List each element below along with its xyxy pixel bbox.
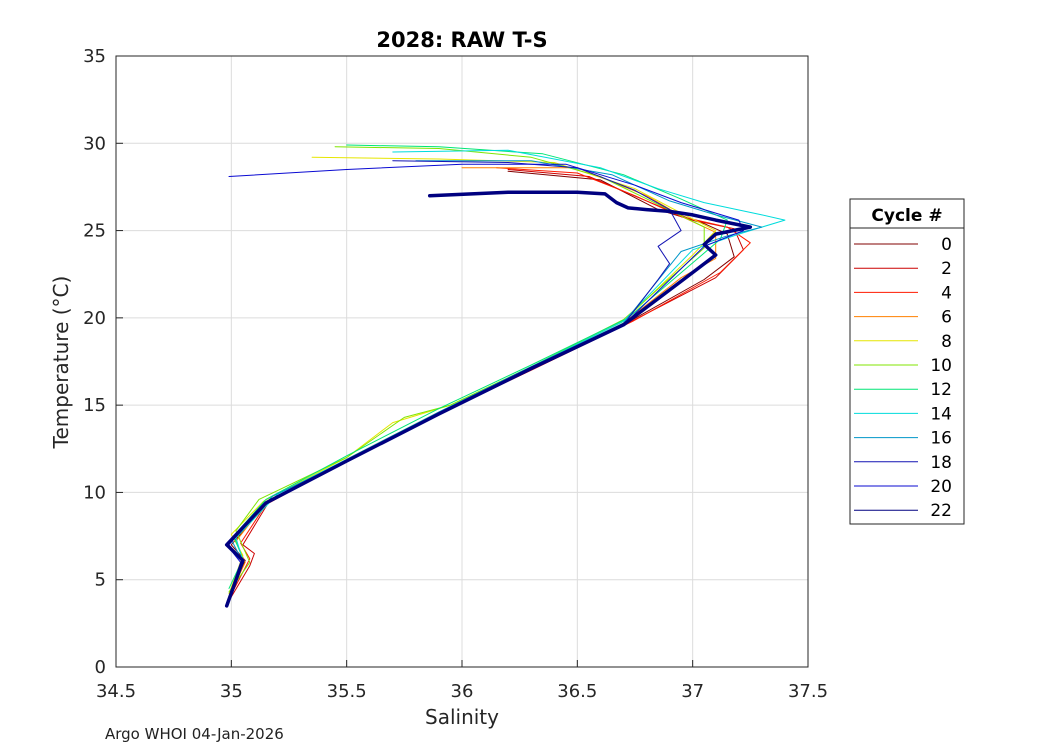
x-axis-label: Salinity [425,705,499,729]
y-axis-label: Temperature (°C) [49,276,73,450]
legend: Cycle # 0 2 4 6 8 10 12 14 16 18 20 22 [849,198,965,525]
legend-label: 8 [941,332,952,352]
series-line-cycle-4 [228,167,751,600]
legend-label: 20 [930,477,952,497]
footer-credit: Argo WHOI 04-Jan-2026 [105,725,284,743]
series-line-cycle-14 [228,149,786,598]
legend-items: 0 2 4 6 8 10 12 14 16 18 20 22 [854,235,952,521]
axis-ticks: 34.5 35 35.5 36 36.5 37 37.5 0 5 10 15 20 25 30 35 [83,46,828,702]
legend-label: 12 [930,380,952,400]
legend-label: 4 [941,283,952,303]
x-tick-label: 37 [681,681,704,702]
y-tick-label: 0 [95,657,106,678]
legend-box [849,198,965,525]
legend-label: 10 [930,356,952,376]
legend-label: 6 [941,308,952,328]
legend-label: 18 [930,453,952,473]
legend-label: 2 [941,259,952,279]
legend-title: Cycle # [871,206,942,226]
series-line-cycle-22 [224,190,753,608]
x-tick-label: 34.5 [96,681,136,702]
legend-label: 14 [930,404,952,424]
series-layer [224,144,786,608]
y-tick-label: 15 [83,395,106,416]
x-tick-label: 36 [451,681,474,702]
x-tick-label: 35 [220,681,243,702]
chart-title: 2028: RAW T-S [376,28,547,52]
y-tick-label: 30 [83,133,106,154]
y-tick-label: 10 [83,482,106,503]
x-tick-label: 37.5 [788,681,828,702]
legend-label: 0 [941,235,952,255]
y-tick-label: 25 [83,221,106,242]
legend-label: 22 [930,501,952,521]
y-tick-label: 20 [83,308,106,329]
legend-label: 16 [930,429,952,449]
x-tick-label: 36.5 [557,681,597,702]
y-tick-label: 5 [95,570,106,591]
y-tick-label: 35 [83,46,106,67]
x-tick-label: 35.5 [327,681,367,702]
